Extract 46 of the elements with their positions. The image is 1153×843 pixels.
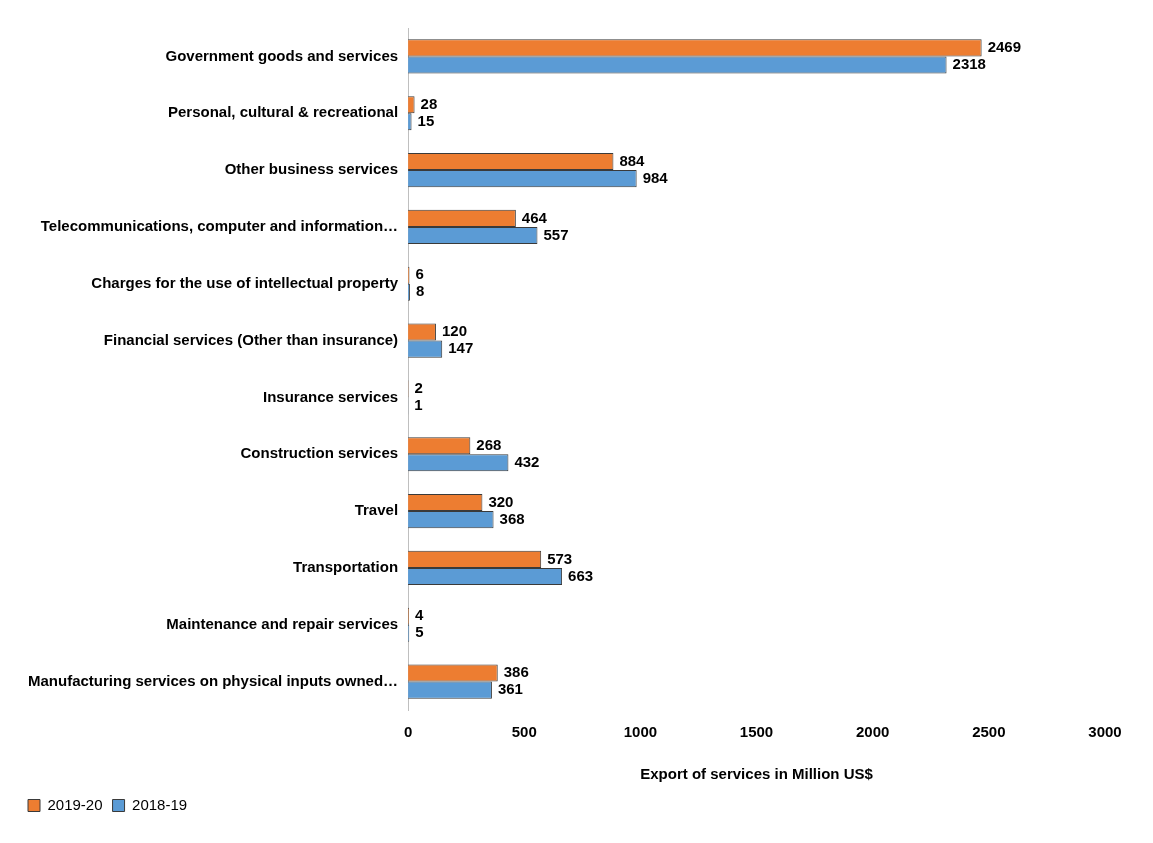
y-tick-label: Manufacturing services on physical inputs owned… — [27, 671, 399, 689]
y-tick-label: Other business services — [224, 160, 399, 178]
x-tick-label: 0 — [403, 723, 413, 741]
x-axis-title: Export of services in Million US$ — [640, 765, 874, 783]
data-label: 2469 — [987, 38, 1022, 56]
data-label: 368 — [499, 509, 525, 527]
data-label: 15 — [417, 111, 435, 129]
legend-label: 2018-19 — [132, 795, 188, 813]
x-tick-label: 1000 — [623, 723, 658, 741]
data-label: 2318 — [952, 55, 986, 73]
y-tick-label: Charges for the use of intellectual property — [91, 273, 399, 291]
data-label: 268 — [476, 435, 502, 453]
x-tick-label: 3000 — [1088, 723, 1122, 741]
data-label: 573 — [547, 549, 573, 567]
data-label: 361 — [497, 680, 523, 698]
y-tick-label: Construction services — [240, 444, 399, 462]
y-tick-label: Telecommunications, computer and information… — [40, 217, 399, 235]
data-label: 28 — [420, 94, 438, 112]
x-tick-label: 1500 — [739, 723, 774, 741]
x-tick-label: 2500 — [972, 723, 1006, 741]
data-label: 663 — [568, 566, 594, 584]
y-tick-label: Maintenance and repair services — [166, 614, 399, 632]
data-label: 2 — [414, 379, 423, 397]
data-label: 1 — [414, 396, 423, 414]
data-label: 5 — [415, 623, 424, 641]
x-tick-label: 500 — [511, 723, 537, 741]
y-tick-label: Government goods and services — [165, 46, 399, 64]
y-tick-label: Travel — [354, 501, 399, 519]
data-label: 557 — [543, 225, 569, 243]
data-label: 120 — [441, 322, 467, 340]
y-tick-label: Financial services (Other than insurance) — [103, 330, 399, 348]
data-label: 984 — [642, 168, 669, 186]
data-label: 320 — [488, 492, 514, 510]
data-label: 464 — [521, 208, 548, 226]
data-label: 4 — [415, 606, 424, 624]
data-label: 386 — [503, 663, 529, 681]
y-tick-label: Transportation — [293, 558, 399, 576]
y-tick-label: Personal, cultural & recreational — [167, 103, 399, 121]
data-label: 8 — [415, 282, 425, 300]
x-tick-label: 2000 — [856, 723, 890, 741]
data-label: 6 — [415, 265, 424, 283]
legend-label: 2019-20 — [47, 795, 103, 813]
y-tick-label: Insurance services — [262, 387, 399, 405]
data-label: 884 — [619, 151, 646, 169]
data-label: 147 — [448, 339, 474, 357]
data-label: 432 — [514, 452, 540, 470]
